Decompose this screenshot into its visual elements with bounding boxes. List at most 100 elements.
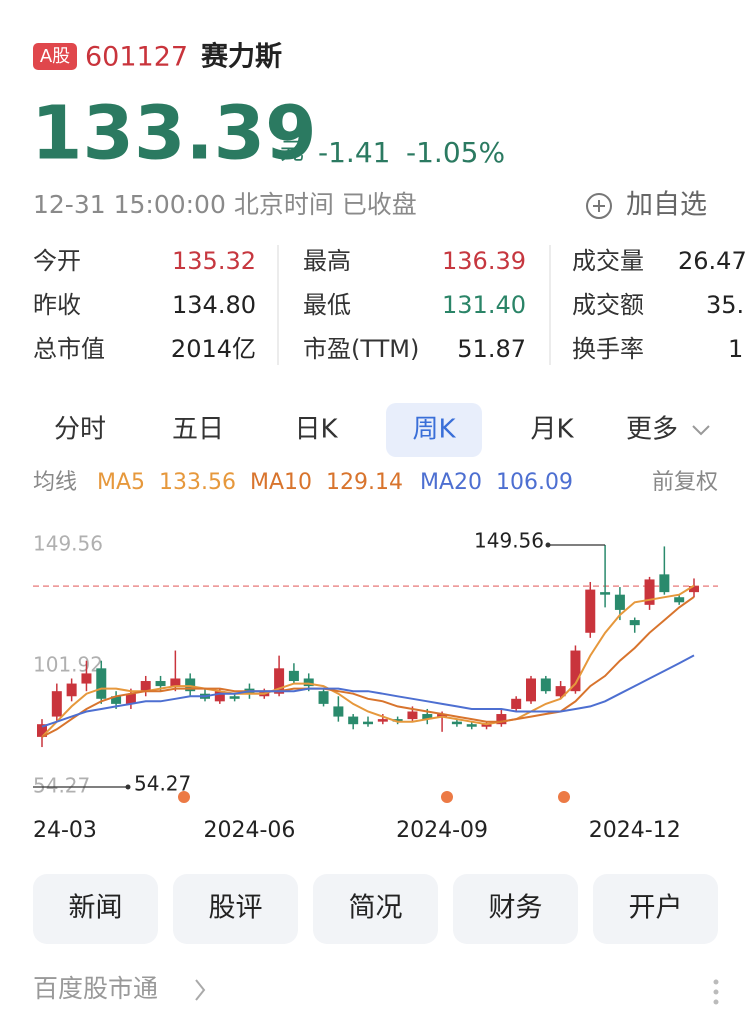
tab[interactable]: 日K <box>294 415 338 445</box>
stat-value: 136.39 <box>442 247 526 275</box>
max-marker-label: 149.56 <box>474 529 544 553</box>
candle-body <box>170 678 181 687</box>
button-label: 财务 <box>489 893 543 924</box>
candle-body <box>437 714 448 717</box>
candle-body <box>229 696 240 699</box>
price: 133.39 <box>31 91 317 177</box>
candle-body <box>274 668 285 694</box>
candle-body <box>451 721 462 725</box>
candle-body <box>511 698 522 709</box>
action-button[interactable]: 开户 <box>593 874 718 944</box>
stat-value: 1 <box>728 335 743 363</box>
candle-body <box>644 579 655 605</box>
action-button[interactable]: 股评 <box>173 874 298 944</box>
menu-dot <box>713 999 719 1005</box>
stat-value: 134.80 <box>172 291 256 319</box>
candle-body <box>288 670 299 682</box>
change: -1.41 <box>318 136 390 169</box>
button-bg <box>593 874 718 944</box>
ma-value: 106.09 <box>496 470 573 495</box>
stat-label: 市盈(TTM) <box>303 335 419 363</box>
candle-body <box>392 719 403 722</box>
button-bg <box>33 874 158 944</box>
plus-icon <box>593 200 605 212</box>
stats: 今开 135.32 最高 136.39 成交量 26.47 昨收 134.80 最低 131.40… <box>33 247 747 363</box>
stat-value: 135.32 <box>172 247 256 275</box>
candle-body <box>185 678 196 692</box>
y-tick-label: 54.27 <box>33 774 90 798</box>
min-marker-dot <box>125 784 131 790</box>
tab[interactable]: 月K <box>530 415 574 445</box>
buttons: 新闻 股评 简况 财务 开户 <box>33 874 718 944</box>
ma-line <box>41 584 695 738</box>
candle-body <box>214 691 225 702</box>
event-dot[interactable] <box>558 791 570 803</box>
event-dot[interactable] <box>441 791 453 803</box>
y-tick-label: 149.56 <box>33 532 103 556</box>
stat-label: 换手率 <box>572 335 644 363</box>
candle-body <box>600 592 611 595</box>
button-bg <box>313 874 438 944</box>
candle-body <box>140 681 151 692</box>
ma-name: MA10 <box>250 470 312 495</box>
ma-value: 129.14 <box>326 470 403 495</box>
candle-body <box>377 719 388 722</box>
x-tick-label: 24-03 <box>33 818 97 843</box>
tab[interactable]: 周K <box>412 415 456 445</box>
stat-label: 昨收 <box>33 291 81 319</box>
ma-value: 133.56 <box>159 470 236 495</box>
candle-body <box>614 594 625 610</box>
price-unit: 元 <box>280 137 304 165</box>
button-label: 股评 <box>209 893 263 924</box>
watch-button[interactable]: 加自选 <box>586 190 707 221</box>
ma-name: MA5 <box>97 470 145 495</box>
adjust[interactable]: 前复权 <box>652 470 718 495</box>
button-label: 简况 <box>349 893 403 924</box>
candle-body <box>111 696 122 704</box>
quote-time: 12-31 15:00:00 北京时间 已收盘 <box>33 190 417 219</box>
event-dot[interactable] <box>178 791 190 803</box>
stat-value: 2014亿 <box>171 335 256 363</box>
candle-body <box>570 650 581 692</box>
candle-body <box>674 597 685 603</box>
badge-bg <box>33 43 77 70</box>
action-button[interactable]: 财务 <box>453 874 578 944</box>
action-button[interactable]: 新闻 <box>33 874 158 944</box>
candle-body <box>125 693 136 704</box>
stat-label: 今开 <box>33 247 81 275</box>
x-tick-label: 2024-09 <box>396 818 488 843</box>
candle-body <box>407 711 418 720</box>
stat-label: 成交量 <box>572 247 644 275</box>
candle-body <box>81 673 92 684</box>
candle-body <box>363 721 373 725</box>
tab[interactable]: 分时 <box>54 415 106 445</box>
ma-line <box>41 654 695 728</box>
stock-name: 赛力斯 <box>200 41 282 73</box>
active-tab-bg <box>386 403 482 457</box>
stat-value: 51.87 <box>457 335 526 363</box>
ma-line <box>41 596 695 738</box>
plus-icon <box>586 193 612 219</box>
x-tick-label: 2024-12 <box>589 818 681 843</box>
candle-body <box>333 706 344 717</box>
chevron <box>195 979 206 1001</box>
candle-body <box>51 691 62 717</box>
stock-code: 601127 <box>85 42 188 73</box>
action-button[interactable]: 简况 <box>313 874 438 944</box>
stat-value: 131.40 <box>442 291 526 319</box>
stat-value: 26.47 <box>678 247 747 275</box>
tabs: 分时 五日 日K 周K 月K 更多 <box>54 415 678 445</box>
candle-body <box>96 668 107 699</box>
tab[interactable]: 五日 <box>172 415 224 445</box>
candle-body <box>629 620 640 626</box>
footer[interactable]: 百度股市通 <box>33 974 158 1003</box>
button-bg <box>453 874 578 944</box>
button-label: 开户 <box>629 893 683 924</box>
tab[interactable]: 更多 <box>626 415 678 445</box>
stat-label: 成交额 <box>572 291 644 319</box>
candle-body <box>422 714 433 720</box>
change-pct: -1.05% <box>406 136 505 169</box>
chevron <box>692 425 710 436</box>
